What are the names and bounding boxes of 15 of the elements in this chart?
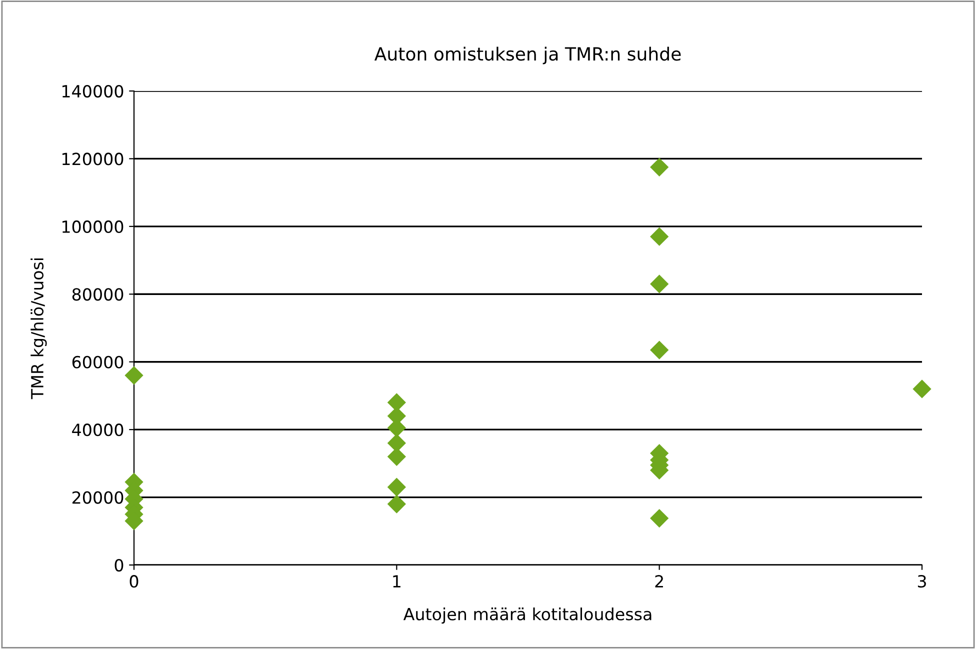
y-tick-label: 80000 [72, 288, 124, 301]
y-tick-label: 100000 [62, 220, 124, 233]
x-axis-title: Autojen määrä kotitaloudessa [403, 608, 652, 624]
y-tick-label: 20000 [72, 491, 124, 504]
x-tick-label: 0 [130, 575, 138, 588]
chart-title: Auton omistuksen ja TMR:n suhde [374, 46, 681, 64]
x-tick-label: 2 [655, 575, 663, 588]
x-tick-label: 1 [393, 575, 400, 588]
y-axis-title: TMR kg/hlö/vuosi [30, 258, 47, 400]
y-tick-label: 40000 [72, 424, 124, 436]
y-tick-label: 0 [114, 558, 124, 572]
y-tick-label: 60000 [72, 356, 124, 368]
y-tick-label: 120000 [62, 152, 124, 166]
y-tick-label: 140000 [62, 84, 124, 98]
x-tick-label: 3 [918, 575, 926, 588]
